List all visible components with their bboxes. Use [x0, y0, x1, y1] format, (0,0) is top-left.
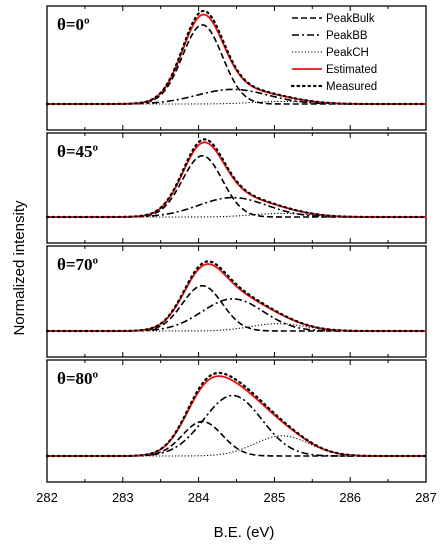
panel-frame — [46, 359, 427, 483]
series-estimated-line — [47, 375, 426, 457]
x-tick-label: 286 — [339, 490, 361, 505]
legend: PeakBulk PeakBB PeakCH Estimated Measured — [290, 13, 377, 93]
panel-angle-label: θ=80º — [57, 369, 99, 388]
series-peakbb-line — [47, 394, 426, 457]
panels-group: θ=0º θ=45º θ=70º θ=80º — [45, 5, 428, 483]
series-peakbb-line — [47, 196, 426, 218]
series-measured-line — [45, 260, 428, 333]
x-tick-label: 282 — [36, 490, 58, 505]
legend-label-measured: Measured — [326, 81, 377, 93]
panel-angle-label: θ=0º — [57, 15, 90, 34]
x-tick-label: 285 — [264, 490, 286, 505]
legend-label-peakch: PeakCH — [326, 47, 369, 59]
panel-70: θ=70º — [45, 245, 428, 358]
series-estimated-line — [47, 141, 426, 218]
series-peakch-line — [47, 100, 426, 105]
x-tick-label: 283 — [112, 490, 134, 505]
panel-0: θ=0º — [45, 5, 428, 131]
series-peakch-line — [47, 323, 426, 332]
series-peakch-line — [47, 435, 426, 457]
panel-45: θ=45º — [45, 132, 428, 244]
legend-label-peakbulk: PeakBulk — [326, 13, 375, 25]
series-peakch-line — [47, 212, 426, 218]
series-measured-line — [45, 9, 428, 106]
legend-label-estimated: Estimated — [326, 64, 377, 76]
panel-frame — [46, 245, 427, 358]
legend-label-peakbb: PeakBB — [326, 30, 368, 42]
series-peakbb-line — [47, 298, 426, 332]
panel-angle-label: θ=70º — [57, 255, 99, 274]
series-estimated-line — [47, 263, 426, 332]
series-peakbulk-line — [47, 154, 426, 218]
series-measured-line — [45, 371, 428, 458]
x-tick-label: 284 — [188, 490, 210, 505]
x-axis-label: B.E. (eV) — [214, 524, 275, 541]
series-peakbulk-line — [47, 284, 426, 332]
x-tick-label: 287 — [415, 490, 437, 505]
panel-angle-label: θ=45º — [57, 142, 99, 161]
panel-80: θ=80º — [45, 359, 428, 483]
panel-frame — [46, 132, 427, 244]
x-axis: 282 283 284 285 286 287 — [36, 490, 437, 505]
y-axis-label: Normalized intensity — [11, 200, 28, 336]
series-measured-line — [45, 138, 428, 219]
